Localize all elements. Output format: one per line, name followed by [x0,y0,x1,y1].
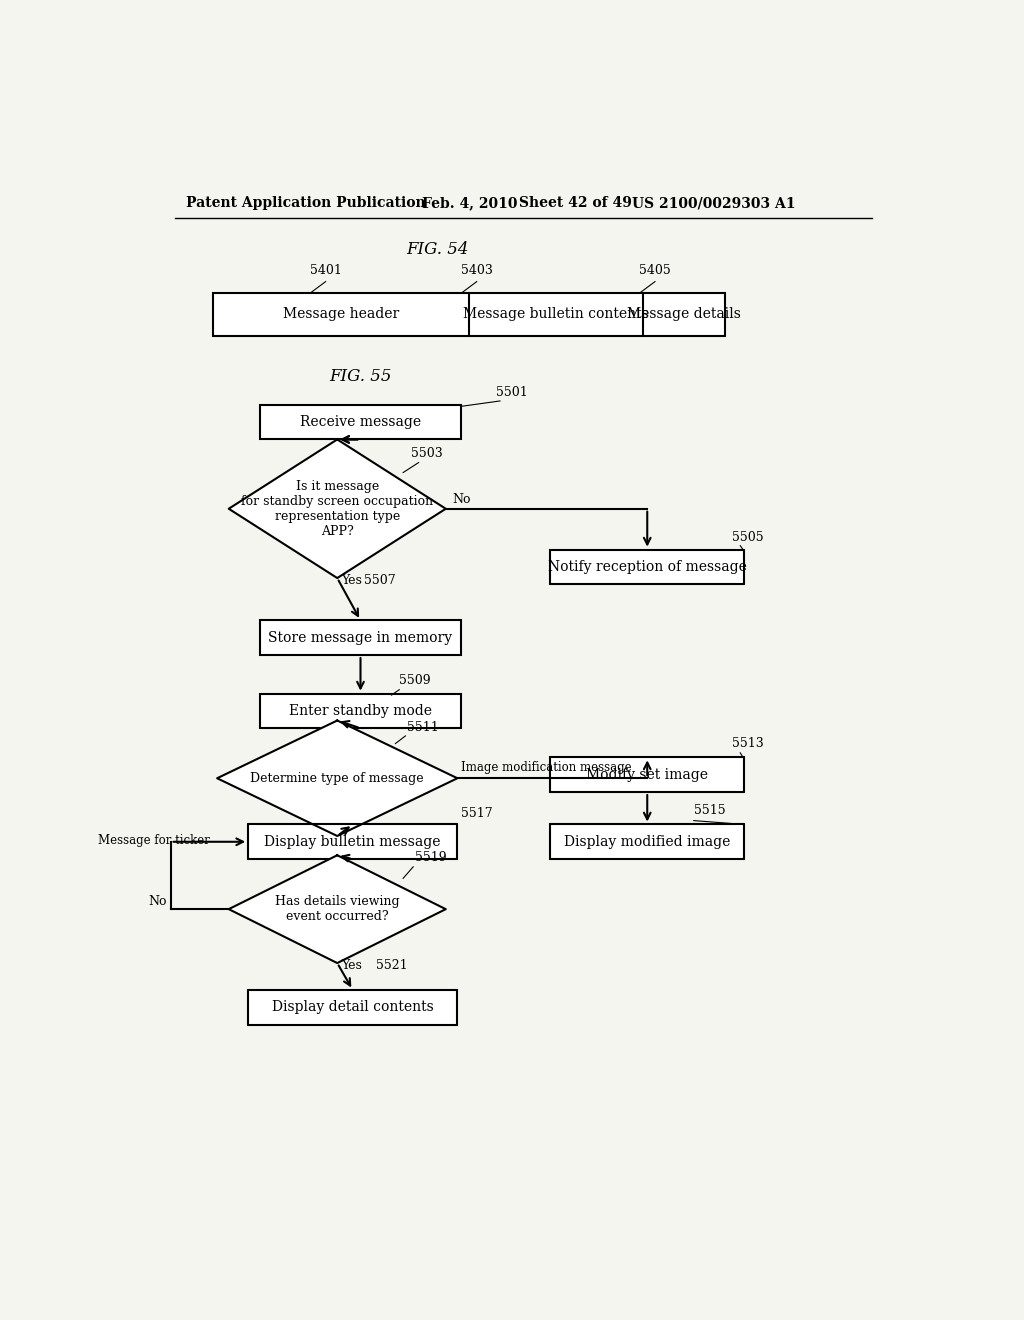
Text: Message bulletin contents: Message bulletin contents [463,308,649,321]
Text: 5403: 5403 [461,264,493,277]
Text: 5503: 5503 [411,447,442,461]
Text: Yes: Yes [341,574,362,587]
Text: Is it message
for standby screen occupation
representation type
APP?: Is it message for standby screen occupat… [242,479,433,537]
Text: Feb. 4, 2010: Feb. 4, 2010 [423,197,518,210]
Bar [260,620,461,655]
Text: Message details: Message details [627,308,741,321]
Text: Sheet 42 of 49: Sheet 42 of 49 [519,197,632,210]
Text: Receive message: Receive message [300,414,421,429]
Text: 5401: 5401 [309,264,342,277]
Text: 5517: 5517 [461,807,493,820]
Text: Display modified image: Display modified image [564,834,730,849]
Text: 5511: 5511 [407,721,438,734]
Bar [550,758,744,792]
Text: Enter standby mode: Enter standby mode [289,704,432,718]
Text: US 2100/0029303 A1: US 2100/0029303 A1 [632,197,796,210]
Text: Modify set image: Modify set image [587,768,709,781]
Text: Store message in memory: Store message in memory [268,631,453,644]
Text: Notify reception of message: Notify reception of message [548,560,746,574]
Polygon shape [228,440,445,578]
Text: FIG. 55: FIG. 55 [330,368,392,385]
Bar [248,825,458,859]
Text: Yes: Yes [341,960,362,973]
Text: Patent Application Publication: Patent Application Publication [186,197,426,210]
Bar [260,405,461,440]
Polygon shape [217,721,458,836]
Text: 5519: 5519 [415,850,446,863]
Text: 5521: 5521 [376,960,408,973]
Text: Determine type of message: Determine type of message [251,772,424,785]
Text: 5509: 5509 [399,675,431,688]
Text: No: No [148,895,167,908]
Text: 5513: 5513 [732,738,764,751]
Text: No: No [452,492,470,506]
Text: FIG. 54: FIG. 54 [407,240,469,257]
Text: 5507: 5507 [365,574,396,587]
Text: Has details viewing
event occurred?: Has details viewing event occurred? [274,895,399,923]
Text: Message header: Message header [283,308,399,321]
Bar [248,990,458,1024]
Text: Image modification message: Image modification message [461,760,632,774]
Bar [213,293,725,335]
Text: 5405: 5405 [639,264,671,277]
Text: Message for ticker: Message for ticker [97,834,209,846]
Text: 5515: 5515 [693,804,725,817]
Text: Display bulletin message: Display bulletin message [264,834,441,849]
Bar [550,549,744,585]
Text: 5505: 5505 [732,531,764,544]
Text: Display detail contents: Display detail contents [272,1001,433,1014]
Text: 5501: 5501 [496,385,527,399]
Bar [260,693,461,729]
Polygon shape [228,855,445,964]
Bar [550,825,744,859]
